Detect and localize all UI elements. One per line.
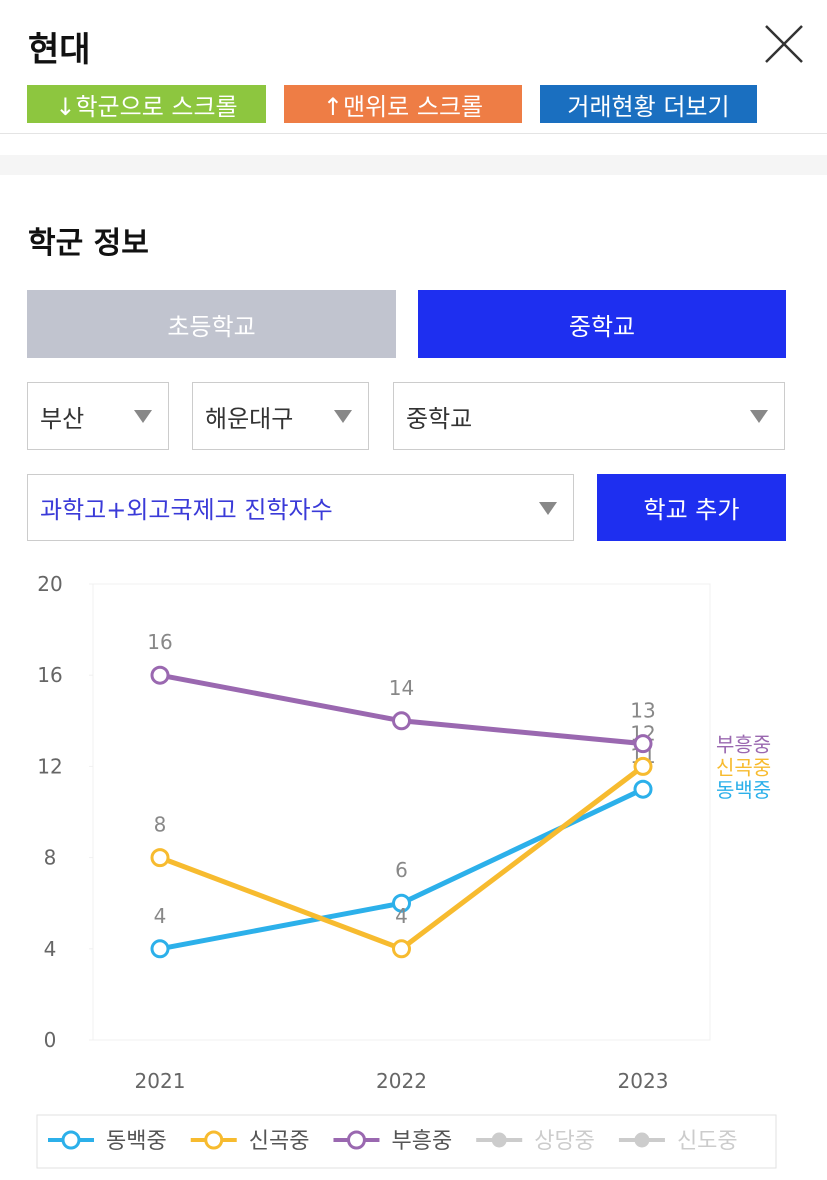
- x-tick-label: 2022: [376, 1069, 427, 1093]
- select-text: 해운대구: [205, 404, 294, 433]
- y-tick-label: 16: [37, 663, 62, 687]
- y-tick-label: 20: [37, 572, 62, 596]
- select-text: 부산: [40, 404, 85, 433]
- point: [633, 779, 653, 799]
- scroll-school-button[interactable]: ↓학군으로 스크롤: [27, 85, 266, 123]
- divider: [0, 133, 827, 134]
- y-tick-label: 0: [44, 1028, 57, 1052]
- point: [150, 848, 170, 868]
- y-tick-label: 12: [37, 754, 62, 778]
- legend-label: 상당중: [534, 1129, 595, 1154]
- data-label: 14: [389, 676, 414, 700]
- point: [392, 711, 411, 731]
- legend-marker: [204, 1130, 224, 1150]
- scroll-top-button[interactable]: ↑맨위로 스크롤: [284, 85, 522, 123]
- legend-label: 동백중: [106, 1129, 167, 1154]
- series-end-label: 부흥중: [716, 733, 771, 757]
- series-end-label: 동백중: [716, 778, 771, 802]
- data-label: 16: [147, 630, 172, 654]
- legend-marker: [346, 1130, 366, 1150]
- legend-label: 신곡중: [249, 1129, 310, 1154]
- point: [392, 939, 411, 959]
- select-text: 과학고+외고국제고 진학자수: [40, 496, 333, 524]
- x-tick-label: 2021: [135, 1069, 186, 1093]
- data-label: 6: [395, 858, 408, 882]
- section-title: 학군 정보: [28, 226, 149, 261]
- title: 현대: [28, 30, 91, 70]
- close-icon[interactable]: [762, 22, 806, 66]
- band: [0, 155, 827, 175]
- legend-marker: [61, 1130, 81, 1150]
- point: [633, 756, 653, 776]
- select-city[interactable]: 부산: [27, 382, 169, 450]
- legend-marker: [634, 1132, 650, 1148]
- legend-marker: [491, 1132, 507, 1148]
- select-text: 중학교: [406, 404, 473, 433]
- legend-label: 신도중: [677, 1129, 738, 1154]
- tab-middle[interactable]: 중학교: [418, 290, 786, 358]
- select-district[interactable]: 해운대구: [192, 382, 369, 450]
- data-label: 8: [154, 813, 167, 837]
- add-school-button[interactable]: 학교 추가: [597, 474, 786, 541]
- point: [633, 734, 653, 754]
- series-end-label: 신곡중: [716, 755, 771, 779]
- x-tick-label: 2023: [618, 1069, 669, 1093]
- select-level[interactable]: 중학교: [393, 382, 785, 450]
- deals-button[interactable]: 거래현황 더보기: [540, 85, 757, 123]
- point: [392, 893, 411, 913]
- y-tick-label: 4: [44, 937, 57, 961]
- plot-area: [92, 583, 711, 1041]
- point: [150, 665, 170, 685]
- data-label: 13: [630, 699, 655, 723]
- point: [150, 939, 170, 959]
- legend-label: 부흥중: [391, 1129, 452, 1154]
- data-label: 4: [395, 904, 408, 928]
- tab-elementary[interactable]: 초등학교: [27, 290, 396, 358]
- data-label: 4: [154, 904, 167, 928]
- y-tick-label: 8: [44, 846, 57, 870]
- select-metric[interactable]: 과학고+외고국제고 진학자수: [27, 474, 574, 541]
